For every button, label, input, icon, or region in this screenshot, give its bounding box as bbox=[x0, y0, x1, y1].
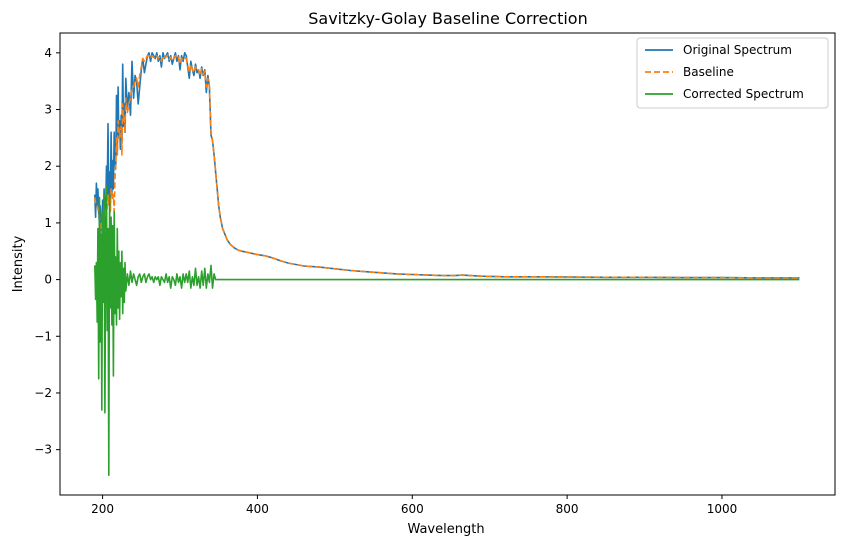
series-line-3 bbox=[94, 185, 800, 476]
y-tick-label: 3 bbox=[44, 103, 52, 117]
y-tick-label: 0 bbox=[44, 273, 52, 287]
y-axis: −3 −2 −1 0 1 2 3 4 bbox=[34, 46, 60, 457]
x-axis: 200 400 600 800 1000 bbox=[91, 495, 737, 516]
y-tick-label: 1 bbox=[44, 216, 52, 230]
legend: Original Spectrum Baseline Corrected Spect… bbox=[636, 37, 829, 109]
y-tick-label: −3 bbox=[34, 443, 52, 457]
legend-label-3: Corrected Spectrum bbox=[683, 87, 804, 101]
legend-label-1: Original Spectrum bbox=[683, 43, 792, 57]
y-tick-label: −1 bbox=[34, 329, 52, 343]
y-tick-label: −2 bbox=[34, 386, 52, 400]
y-tick-label: 4 bbox=[44, 46, 52, 60]
legend-box bbox=[636, 37, 829, 109]
x-tick-label: 1000 bbox=[707, 502, 738, 516]
x-tick-label: 400 bbox=[246, 502, 269, 516]
x-tick-label: 800 bbox=[556, 502, 579, 516]
series-line-2 bbox=[94, 54, 800, 279]
y-tick-label: 2 bbox=[44, 159, 52, 173]
chart-title: Savitzky-Golay Baseline Correction bbox=[308, 9, 587, 28]
plot-lines bbox=[94, 52, 800, 476]
y-axis-label: Intensity bbox=[11, 235, 26, 292]
x-tick-label: 200 bbox=[91, 502, 114, 516]
x-tick-label: 600 bbox=[401, 502, 424, 516]
legend-label-2: Baseline bbox=[683, 65, 734, 79]
plot-area-frame bbox=[59, 32, 836, 496]
x-axis-label: Wavelength bbox=[407, 522, 484, 537]
